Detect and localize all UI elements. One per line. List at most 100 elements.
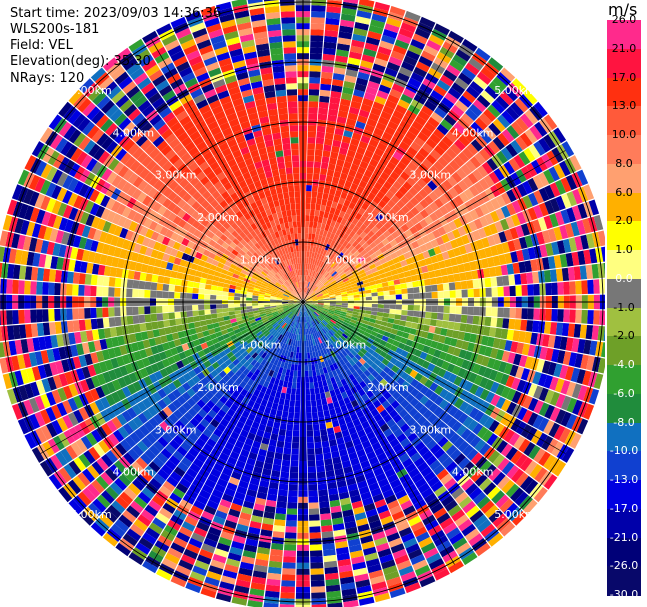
radar-gate (520, 319, 528, 331)
radar-gate (559, 427, 571, 444)
radar-gate (356, 146, 366, 155)
radar-gate (455, 357, 465, 368)
radar-gate (528, 397, 539, 412)
radar-gate (274, 513, 286, 521)
radar-gate (414, 27, 431, 40)
radar-gate (408, 186, 419, 197)
radar-gate (307, 289, 312, 295)
radar-gate (551, 349, 560, 363)
radar-gate (370, 19, 386, 29)
radar-gate (6, 279, 13, 294)
radar-gate (583, 339, 592, 355)
radar-gate (199, 277, 207, 284)
radar-gate (505, 143, 518, 158)
radar-gate (305, 203, 311, 210)
radar-gate (304, 275, 307, 282)
radar-gate (430, 111, 444, 124)
radar-gate (193, 315, 200, 322)
radar-gate (321, 320, 327, 326)
radar-gate (345, 389, 353, 397)
radar-gate (363, 226, 371, 235)
radar-gate (351, 132, 362, 141)
radar-gate (389, 333, 397, 340)
radar-gate (419, 337, 427, 345)
radar-gate (320, 321, 326, 327)
radar-gate (451, 171, 463, 183)
radar-gate (526, 272, 534, 284)
radar-gate (428, 191, 439, 202)
radar-gate (346, 345, 353, 352)
radar-gate (454, 453, 466, 465)
radar-gate (340, 191, 348, 200)
radar-gate (372, 245, 380, 253)
radar-gate (501, 110, 515, 125)
radar-gate (335, 302, 342, 305)
radar-gate (352, 33, 367, 43)
radar-gate (451, 265, 460, 274)
radar-gate (338, 260, 345, 267)
radar-gate (36, 281, 43, 295)
radar-gate (454, 77, 469, 90)
radar-gate (319, 336, 325, 343)
radar-gate (343, 199, 351, 208)
radar-gate (492, 471, 506, 486)
radar-gate (504, 252, 513, 264)
radar-gate (376, 190, 385, 200)
radar-gate (320, 83, 332, 91)
radar-gate (326, 339, 332, 346)
radar-gate (425, 138, 438, 149)
radar-gate (305, 296, 311, 301)
radar-gate (577, 250, 586, 265)
radar-gate (524, 460, 538, 475)
radar-gate (310, 41, 323, 48)
radar-gate (108, 277, 116, 287)
radar-gate (468, 372, 478, 383)
radar-gate (515, 225, 525, 238)
radar-gate (481, 356, 490, 367)
radar-gate (326, 313, 333, 318)
radar-gate (329, 299, 336, 302)
radar-gate (437, 452, 450, 464)
radar-gate (394, 262, 402, 269)
radar-gate (210, 290, 217, 295)
radar-gate (479, 203, 490, 216)
radar-gate (422, 158, 433, 169)
radar-gate (395, 294, 402, 300)
radar-gate (316, 308, 322, 312)
radar-gate (318, 283, 324, 289)
radar-gate (375, 122, 387, 132)
radar-gate (307, 143, 316, 150)
radar-gate (228, 311, 236, 316)
radar-gate (383, 290, 390, 296)
radar-gate (319, 95, 330, 103)
radar-gate (410, 38, 426, 50)
radar-gate (528, 445, 541, 460)
radar-gate (345, 328, 352, 335)
radar-gate (312, 320, 316, 327)
radar-gate (392, 151, 403, 161)
radar-gate (494, 371, 504, 384)
radar-gate (340, 218, 348, 226)
radar-gate (310, 568, 324, 575)
radar-gate (132, 306, 139, 316)
radar-gate (362, 252, 370, 260)
radar-gate (311, 297, 318, 300)
radar-gate (319, 275, 325, 282)
radar-gate (442, 313, 450, 321)
radar-gate (367, 382, 375, 390)
radar-gate (353, 294, 360, 298)
radar-gate (366, 164, 376, 173)
radar-gate (497, 457, 510, 472)
radar-gate (310, 203, 316, 210)
radar-gate (446, 266, 454, 275)
radar-gate (336, 243, 342, 250)
radar-gate (381, 238, 390, 246)
radar-gate (311, 191, 318, 198)
radar-gate (455, 339, 464, 349)
radar-gate (278, 398, 285, 406)
radar-gate (333, 287, 340, 291)
radar-gate (398, 453, 410, 463)
radar-gate (338, 210, 346, 218)
radar-gate (413, 293, 420, 299)
radar-gate (523, 442, 536, 457)
